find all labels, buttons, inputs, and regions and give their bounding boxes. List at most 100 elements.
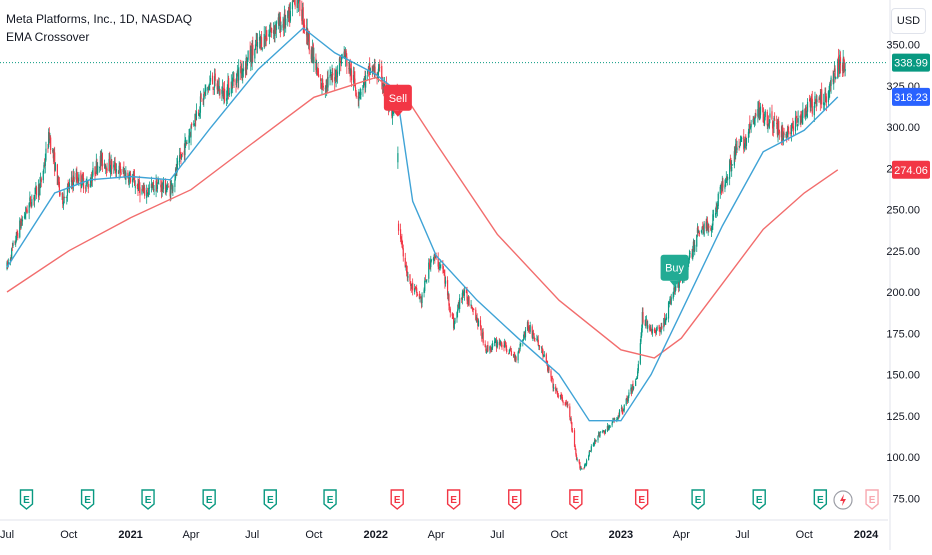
earnings-letter: E (756, 495, 763, 506)
candle-body (161, 183, 163, 191)
candle-body (12, 242, 14, 246)
earnings-marker[interactable] (865, 489, 879, 510)
candle-body (496, 341, 498, 348)
candle-body (190, 125, 192, 138)
candle-body (598, 432, 600, 437)
symbol-title[interactable]: Meta Platforms, Inc., 1D, NASDAQ (6, 12, 193, 26)
candle-body (538, 345, 540, 347)
candle-body (94, 166, 96, 175)
earnings-marker[interactable] (508, 489, 522, 510)
candle-body (725, 181, 727, 187)
candle-body (31, 199, 33, 206)
candle-body (338, 58, 341, 75)
candle-body (194, 113, 196, 123)
signal-buy-marker[interactable] (660, 254, 689, 281)
earnings-marker[interactable] (752, 489, 766, 510)
candle-body (565, 403, 567, 405)
candle-body (664, 320, 666, 325)
candle-body (665, 317, 668, 320)
signal-sell-marker[interactable] (383, 84, 412, 111)
earnings-marker[interactable] (263, 489, 277, 510)
candle-body (346, 56, 348, 67)
earnings-marker[interactable] (634, 489, 649, 510)
candle-body (227, 80, 229, 88)
candle-body (123, 172, 126, 174)
candle-body (729, 160, 731, 179)
price-label-tag (892, 53, 930, 72)
candle-body (246, 57, 249, 66)
candle-body (29, 197, 31, 202)
candle-body (462, 292, 464, 294)
candle-body (526, 322, 529, 330)
candle-body (703, 223, 705, 236)
candle-body (766, 111, 768, 126)
earnings-marker[interactable] (141, 489, 155, 510)
candle-body (688, 255, 690, 260)
candle-body (753, 118, 756, 125)
candle-body (825, 94, 827, 97)
candle-body (653, 329, 656, 332)
candle-body (11, 248, 13, 258)
candle-body (804, 108, 806, 118)
candle-body (618, 414, 620, 416)
candle-body (270, 27, 272, 28)
earnings-marker[interactable] (323, 489, 337, 510)
candle-body (249, 50, 251, 61)
candle-body (692, 250, 694, 259)
earnings-marker[interactable] (19, 489, 34, 510)
candle-body (439, 264, 441, 266)
candle-body (268, 34, 270, 37)
candle-body (498, 341, 500, 346)
candle-body (28, 203, 30, 213)
candle-body (562, 401, 564, 404)
earnings-marker[interactable] (446, 489, 461, 510)
candle-body (171, 185, 173, 190)
candle-body (92, 168, 94, 176)
candle-body (608, 426, 610, 431)
candle-body (547, 368, 549, 371)
candle-body (504, 342, 506, 348)
candle-body (466, 291, 468, 301)
candle-body (228, 92, 230, 95)
signal-pointer (669, 280, 680, 287)
candle-body (322, 85, 324, 88)
candle-body (833, 68, 836, 73)
earnings-marker[interactable] (390, 489, 404, 510)
candle-body (711, 226, 713, 231)
earnings-marker[interactable] (80, 489, 95, 510)
candle-body (449, 308, 451, 313)
candle-body (67, 184, 69, 186)
candle-body (635, 380, 637, 387)
earnings-marker[interactable] (813, 489, 828, 510)
candle-body (786, 130, 789, 138)
indicator-name[interactable]: EMA Crossover (6, 30, 90, 44)
candle-body (189, 134, 191, 137)
candle-body (35, 185, 37, 190)
candle-body (284, 14, 286, 27)
candle-body (762, 108, 764, 123)
candle-body (72, 182, 74, 187)
candle-body (590, 450, 592, 452)
candle-body (752, 118, 754, 123)
currency-button[interactable]: USD (891, 8, 926, 34)
candle-body (514, 355, 517, 362)
candle-body (461, 292, 463, 300)
candle-body (280, 25, 282, 30)
candle-body (123, 168, 125, 173)
earnings-marker[interactable] (569, 489, 583, 510)
earnings-marker[interactable] (202, 489, 216, 510)
candle-body (748, 124, 750, 134)
candle-body (114, 162, 116, 172)
candle-body (738, 146, 740, 148)
candle-body (594, 439, 596, 443)
candle-body (301, 9, 304, 19)
candle-body (288, 10, 290, 16)
candle-body (693, 241, 695, 251)
earnings-marker[interactable] (691, 489, 705, 510)
candle-body (241, 68, 243, 75)
candle-body (753, 116, 755, 123)
candle-body (802, 109, 804, 118)
candle-body (137, 183, 139, 192)
